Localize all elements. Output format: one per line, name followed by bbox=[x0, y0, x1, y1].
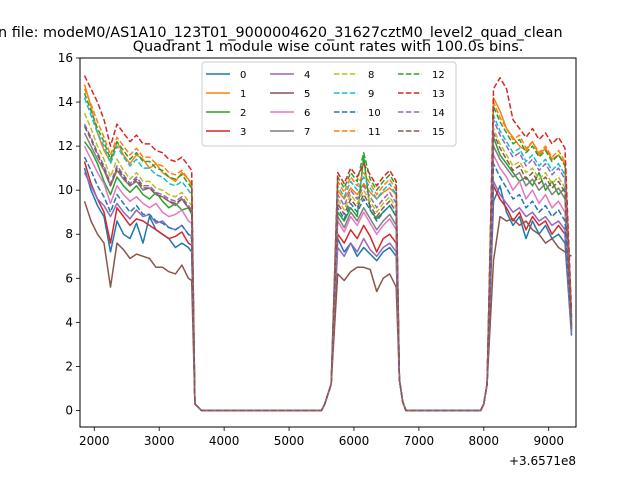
y-tick-label: 12 bbox=[58, 139, 73, 153]
legend-label-10: 10 bbox=[368, 108, 381, 119]
y-tick-label: 2 bbox=[65, 359, 73, 373]
legend-label-3: 3 bbox=[240, 127, 246, 138]
series-line-8 bbox=[83, 112, 573, 412]
series-lines bbox=[83, 75, 573, 412]
y-tick-label: 6 bbox=[65, 271, 73, 285]
x-tick-label: 2000 bbox=[79, 434, 110, 448]
legend-label-12: 12 bbox=[432, 70, 445, 81]
chart-title: Quadrant 1 module wise count rates with … bbox=[133, 39, 524, 55]
legend-label-13: 13 bbox=[432, 89, 445, 100]
y-tick-label: 4 bbox=[65, 315, 73, 329]
x-tick-label: 9000 bbox=[533, 434, 564, 448]
series-line-11 bbox=[83, 88, 573, 412]
axes-frame bbox=[79, 57, 577, 428]
series-line-10 bbox=[83, 156, 573, 412]
legend-box bbox=[201, 61, 457, 147]
legend-label-0: 0 bbox=[240, 70, 246, 81]
y-tick-label: 10 bbox=[58, 183, 73, 197]
series-line-5 bbox=[83, 200, 572, 412]
legend-label-11: 11 bbox=[368, 127, 381, 138]
legend-label-15: 15 bbox=[432, 127, 445, 138]
x-axis: 2000 3000 4000 5000 6000 7000 8000 9000 bbox=[79, 427, 564, 448]
series-line-3 bbox=[83, 161, 573, 412]
x-tick-label: 7000 bbox=[404, 434, 435, 448]
legend-label-7: 7 bbox=[304, 127, 310, 138]
series-line-0 bbox=[83, 167, 573, 412]
y-axis: 0 2 4 6 8 10 12 14 16 bbox=[58, 51, 80, 417]
figure-suptitle: n file: modeM0/AS1A10_123T01_9000004620_… bbox=[0, 25, 563, 41]
legend-label-1: 1 bbox=[240, 89, 246, 100]
x-tick-label: 6000 bbox=[339, 434, 370, 448]
plot-area bbox=[79, 57, 577, 428]
legend-label-8: 8 bbox=[368, 70, 374, 81]
legend-label-4: 4 bbox=[304, 70, 310, 81]
series-line-9 bbox=[83, 97, 573, 412]
y-tick-label: 8 bbox=[65, 227, 73, 241]
x-tick-label: 3000 bbox=[144, 434, 175, 448]
series-line-6 bbox=[83, 145, 573, 412]
legend-label-2: 2 bbox=[240, 108, 246, 119]
series-line-12 bbox=[83, 92, 573, 412]
x-tick-label: 5000 bbox=[274, 434, 305, 448]
x-axis-offset-label: +3.6571e8 bbox=[509, 454, 576, 468]
series-line-14 bbox=[83, 118, 573, 412]
series-line-13 bbox=[83, 75, 573, 412]
series-line-2 bbox=[83, 136, 573, 412]
y-tick-label: 14 bbox=[58, 95, 73, 109]
x-tick-label: 8000 bbox=[469, 434, 500, 448]
legend-label-6: 6 bbox=[304, 108, 310, 119]
legend-label-9: 9 bbox=[368, 89, 374, 100]
legend-label-14: 14 bbox=[432, 108, 445, 119]
legend-label-5: 5 bbox=[304, 89, 310, 100]
y-tick-label: 16 bbox=[58, 51, 73, 65]
x-tick-label: 4000 bbox=[209, 434, 240, 448]
y-tick-label: 0 bbox=[65, 403, 73, 417]
series-line-15 bbox=[83, 125, 573, 412]
